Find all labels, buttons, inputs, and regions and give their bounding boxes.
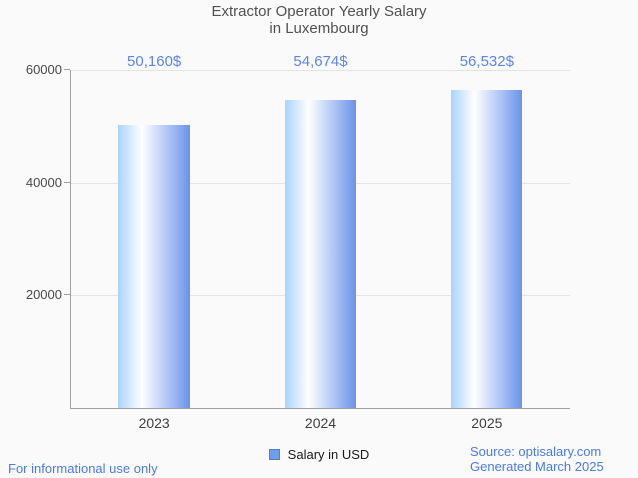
bar-2023 xyxy=(118,125,190,408)
y-axis-tick xyxy=(64,294,70,296)
y-tick-label: 60000 xyxy=(25,62,62,77)
chart-title-line1: Extractor Operator Yearly Salary xyxy=(211,3,427,20)
gridline xyxy=(71,70,570,71)
legend-label: Salary in USD xyxy=(287,447,370,462)
legend: Salary in USD xyxy=(0,447,638,462)
plot-area: 50,160$ 2023 54,674$ 2024 56,532$ 2025 xyxy=(70,53,570,431)
chart-title: Extractor Operator Yearly Salary in Luxe… xyxy=(0,3,638,37)
source-text: Source: optisalary.com xyxy=(470,444,602,459)
bar-2025 xyxy=(451,89,523,408)
bar-value-label: 50,160$ xyxy=(127,53,182,70)
x-tick-label: 2025 xyxy=(471,415,503,431)
disclaimer-text: For informational use only xyxy=(8,461,158,476)
x-tick-label: 2023 xyxy=(138,415,170,431)
y-tick-label: 20000 xyxy=(25,287,62,303)
chart-title-line2: in Luxembourg xyxy=(269,20,369,37)
bar-value-label: 54,674$ xyxy=(293,53,348,70)
x-tick-label: 2024 xyxy=(304,415,337,431)
y-axis-tick xyxy=(64,181,70,183)
y-tick-label: 40000 xyxy=(25,174,62,190)
legend-swatch-icon xyxy=(268,449,280,460)
bar-2024 xyxy=(284,100,357,408)
generated-text: Generated March 2025 xyxy=(470,459,604,474)
bar-value-label: 56,532$ xyxy=(459,53,514,70)
y-axis-tick xyxy=(64,69,70,70)
source-attribution: Source: optisalary.com Generated March 2… xyxy=(470,444,604,474)
